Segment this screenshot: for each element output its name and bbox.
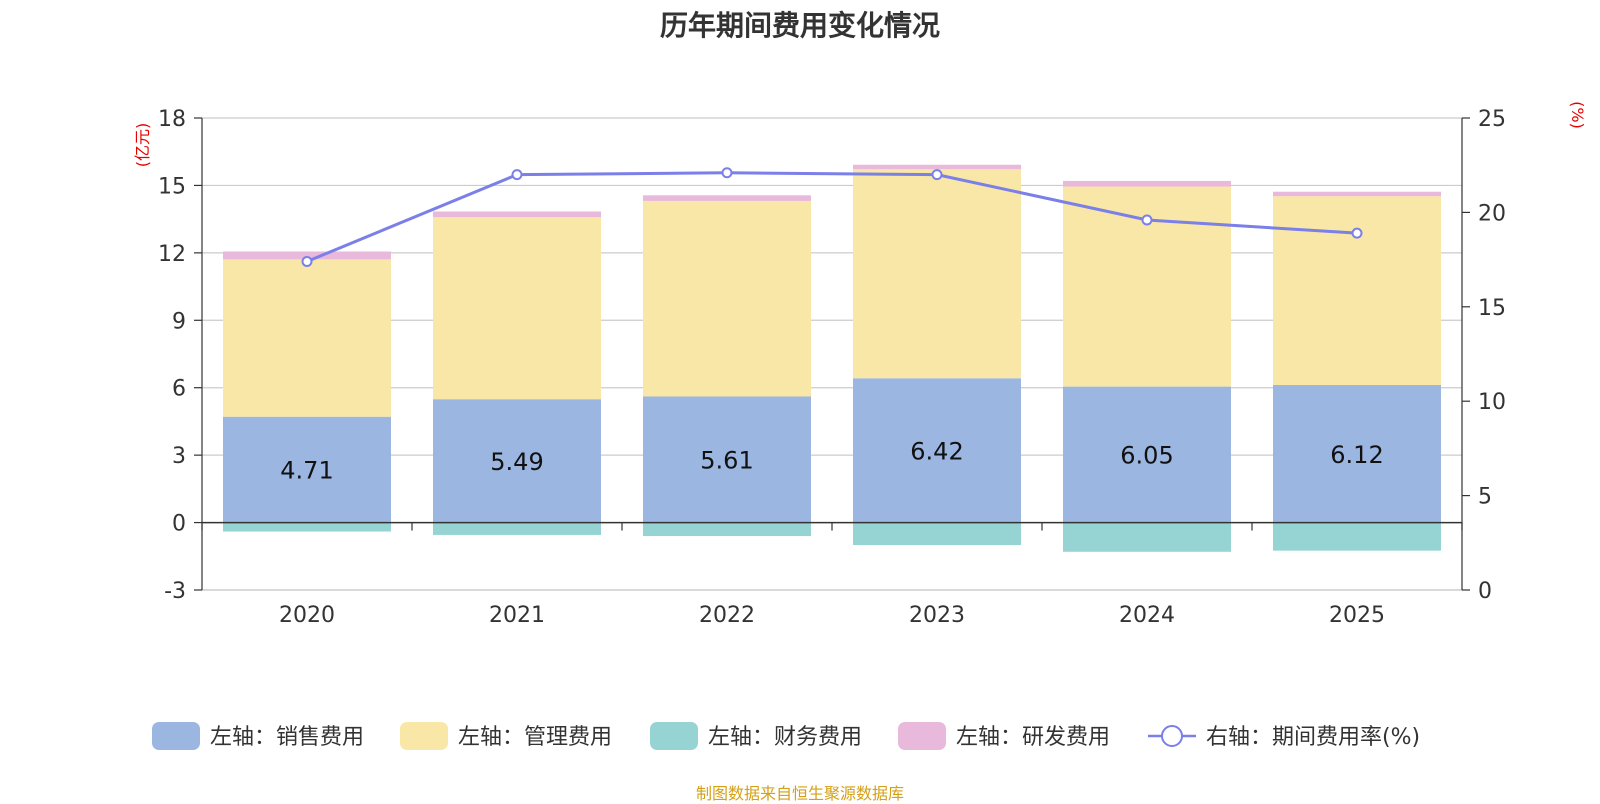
legend: 左轴：销售费用 左轴：管理费用 左轴：财务费用 左轴：研发费用 右轴：期间费用率(%) [152,722,1420,750]
finance-bar [1273,522,1441,551]
sales-bar [1273,385,1441,523]
sales-value-label: 5.61 [700,447,753,475]
rate-point [1141,214,1153,226]
source-note: 制图数据来自恒生聚源数据库 [695,784,904,803]
rate-point [301,255,313,267]
sales-bar [643,396,811,523]
management-bar [223,259,391,417]
right-tick-label: 5 [1478,485,1492,510]
finance-bar [433,522,601,535]
bar-layer [223,164,1441,552]
legend-swatch [650,722,698,750]
legend-finance: 左轴：财务费用 [650,722,862,750]
rate-point [1351,227,1363,239]
finance-bar [1063,522,1231,552]
sales-value-label: 4.71 [280,457,333,485]
left-tick-label: 0 [172,512,186,537]
sales-bar [853,378,1021,523]
legend-label: 左轴：财务费用 [708,725,862,750]
legend-swatch [400,722,448,750]
left-axis-unit: (亿元) [133,123,152,168]
legend-label: 右轴：期间费用率(%) [1206,725,1420,750]
rate-point [511,169,523,181]
left-tick-label: 15 [158,174,186,199]
legend-sales: 左轴：销售费用 [152,722,364,750]
x-tick-label: 2021 [489,603,545,628]
left-tick-label: 3 [172,444,186,469]
legend-management: 左轴：管理费用 [400,722,612,750]
right-tick-label: 10 [1478,390,1506,415]
x-tick-label: 2022 [699,603,755,628]
left-tick-label: 18 [158,107,186,132]
management-bar [1273,196,1441,386]
finance-bar [643,522,811,537]
sales-value-label: 5.49 [490,448,543,476]
right-tick-label: 20 [1478,201,1506,226]
finance-bar [223,522,391,532]
grid-layer [202,117,1462,591]
right-tick-label: 0 [1478,579,1492,604]
line-layer [301,167,1363,267]
management-bar [433,217,601,400]
sales-value-label: 6.12 [1330,441,1383,469]
legend-label: 左轴：研发费用 [956,725,1110,750]
management-bar [853,169,1021,379]
sales-value-label: 6.05 [1120,442,1173,470]
legend-swatch [152,722,200,750]
rate-line [306,171,1358,263]
legend-rnd: 左轴：研发费用 [898,722,1110,750]
rnd-bar [433,211,601,218]
rnd-bar [223,251,391,260]
sales-bar [433,399,601,523]
rate-point [721,167,733,179]
chart-title: 历年期间费用变化情况 [659,9,940,42]
left-tick-label: 6 [172,377,186,402]
rnd-bar [643,195,811,201]
rnd-bar [1273,191,1441,197]
rate-point [931,169,943,181]
legend-swatch [898,722,946,750]
label-layer: 4.71 5.49 5.61 6.42 6.05 6.12 [280,437,1383,484]
rnd-bar [853,164,1021,170]
x-tick-label: 2023 [909,603,965,628]
legend-label: 左轴：销售费用 [210,725,364,750]
x-tick-label: 2025 [1329,603,1385,628]
sales-bar [223,416,391,523]
management-bar [643,200,811,397]
legend-line-marker [1161,725,1183,747]
left-tick-label: 12 [158,242,186,267]
rnd-bar [1063,180,1231,187]
left-tick-label: 9 [172,309,186,334]
right-tick-label: 25 [1478,107,1506,132]
legend-label: 左轴：管理费用 [458,725,612,750]
finance-bar [853,522,1021,546]
x-tick-label: 2024 [1119,603,1175,628]
sales-value-label: 6.42 [910,437,963,465]
right-axis-unit: (%) [1568,101,1587,129]
sales-bar [1063,386,1231,523]
left-tick-label: -3 [164,579,186,604]
legend-rate: 右轴：期间费用率(%) [1148,725,1420,750]
x-tick-label: 2020 [279,603,335,628]
right-tick-label: 15 [1478,296,1506,321]
